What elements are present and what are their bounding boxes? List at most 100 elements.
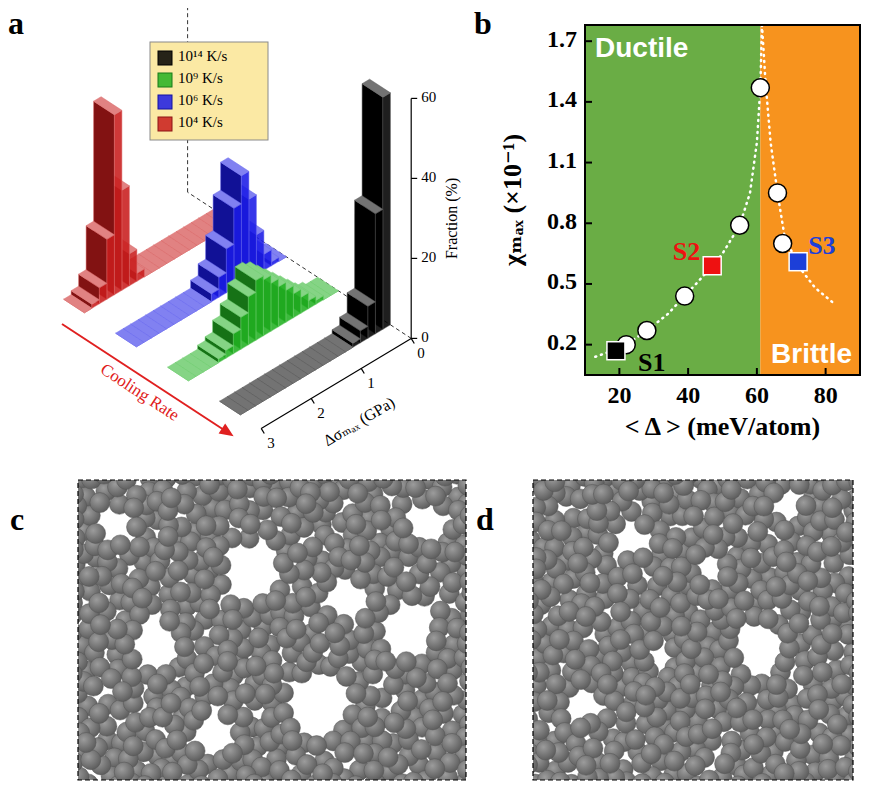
atom — [192, 701, 212, 721]
bar — [220, 397, 248, 415]
atom — [619, 481, 639, 501]
atom — [425, 759, 445, 779]
atom — [809, 700, 829, 720]
annotation: Cooling Rate — [97, 360, 183, 425]
atom — [426, 486, 446, 506]
atom — [246, 656, 266, 676]
bar-front — [114, 110, 122, 294]
figure: abcd0204060Fraction (%)0123Δσₘₐₓ (GPa)10… — [0, 0, 881, 790]
atom — [208, 686, 228, 706]
atom — [545, 480, 565, 492]
panel-frame — [533, 480, 853, 780]
atom — [114, 762, 134, 780]
atom — [832, 674, 852, 694]
bar-top — [220, 397, 248, 415]
atom — [406, 480, 426, 498]
atom — [636, 685, 656, 705]
tick-label: 80 — [814, 382, 838, 408]
bar-top — [64, 295, 92, 313]
atom — [445, 542, 465, 562]
bar-front — [278, 282, 286, 327]
point-circle — [638, 321, 656, 339]
atom — [695, 699, 715, 719]
panel-frame — [78, 480, 466, 780]
atom — [848, 603, 853, 623]
tick — [411, 258, 417, 259]
atom — [680, 674, 700, 694]
atom — [89, 593, 109, 613]
region — [760, 25, 860, 375]
atom — [442, 733, 462, 753]
atom — [264, 663, 284, 683]
atom — [366, 592, 386, 612]
atom — [798, 571, 818, 591]
atom — [130, 537, 150, 557]
atom — [565, 649, 585, 669]
atom — [533, 591, 539, 611]
tick — [361, 368, 364, 373]
atom — [353, 744, 373, 764]
atom — [708, 589, 728, 609]
atom — [89, 703, 109, 723]
atom — [194, 653, 214, 673]
atom — [849, 663, 853, 683]
atom — [249, 628, 269, 648]
atom — [435, 480, 455, 486]
bar-front — [129, 249, 137, 285]
region-label: Ductile — [595, 32, 688, 63]
atom — [766, 577, 786, 597]
atom — [568, 553, 588, 573]
atom — [281, 770, 301, 780]
bar-front — [293, 289, 301, 318]
atom — [336, 666, 356, 686]
atom — [571, 718, 591, 738]
frame-line — [188, 192, 412, 338]
atom — [200, 599, 220, 619]
atom-snapshot — [78, 480, 466, 780]
point-circle — [751, 79, 769, 97]
tick-label: 0.8 — [547, 208, 577, 234]
panel-letter: a — [8, 5, 24, 41]
atom — [458, 480, 466, 495]
atom — [727, 698, 747, 718]
legend-label: 10⁹ K/s — [178, 70, 223, 86]
point-square — [607, 342, 625, 360]
atom — [726, 609, 746, 629]
atom — [641, 744, 661, 764]
tick-label: 0.5 — [547, 268, 577, 294]
tick-label: 0 — [421, 329, 429, 345]
bar-front — [256, 276, 264, 341]
atom — [426, 631, 446, 651]
atom — [611, 602, 631, 622]
atom — [200, 480, 220, 494]
tick — [411, 338, 414, 343]
tick — [585, 344, 592, 346]
atom — [744, 734, 764, 754]
atom — [460, 572, 466, 592]
atom — [724, 648, 744, 668]
atom — [721, 480, 741, 499]
atom — [91, 615, 111, 635]
atom — [849, 480, 853, 492]
tick-label: 1.4 — [547, 86, 577, 112]
atom — [616, 702, 636, 722]
legend-swatch — [158, 95, 172, 109]
atom — [654, 483, 674, 503]
point-circle — [731, 216, 749, 234]
atom — [789, 614, 809, 634]
legend-box — [150, 42, 268, 140]
atom — [571, 670, 591, 690]
atom — [90, 493, 110, 513]
atom — [600, 753, 620, 773]
atom — [313, 764, 333, 780]
point-square — [703, 257, 721, 275]
atom — [161, 488, 181, 508]
atom — [355, 608, 375, 628]
bar-top — [220, 299, 248, 317]
atom — [288, 543, 308, 563]
bar-front — [271, 279, 279, 332]
atom — [684, 506, 704, 526]
atom — [396, 572, 416, 592]
legend-label: 10⁴ K/s — [178, 114, 223, 130]
atom — [433, 692, 453, 712]
